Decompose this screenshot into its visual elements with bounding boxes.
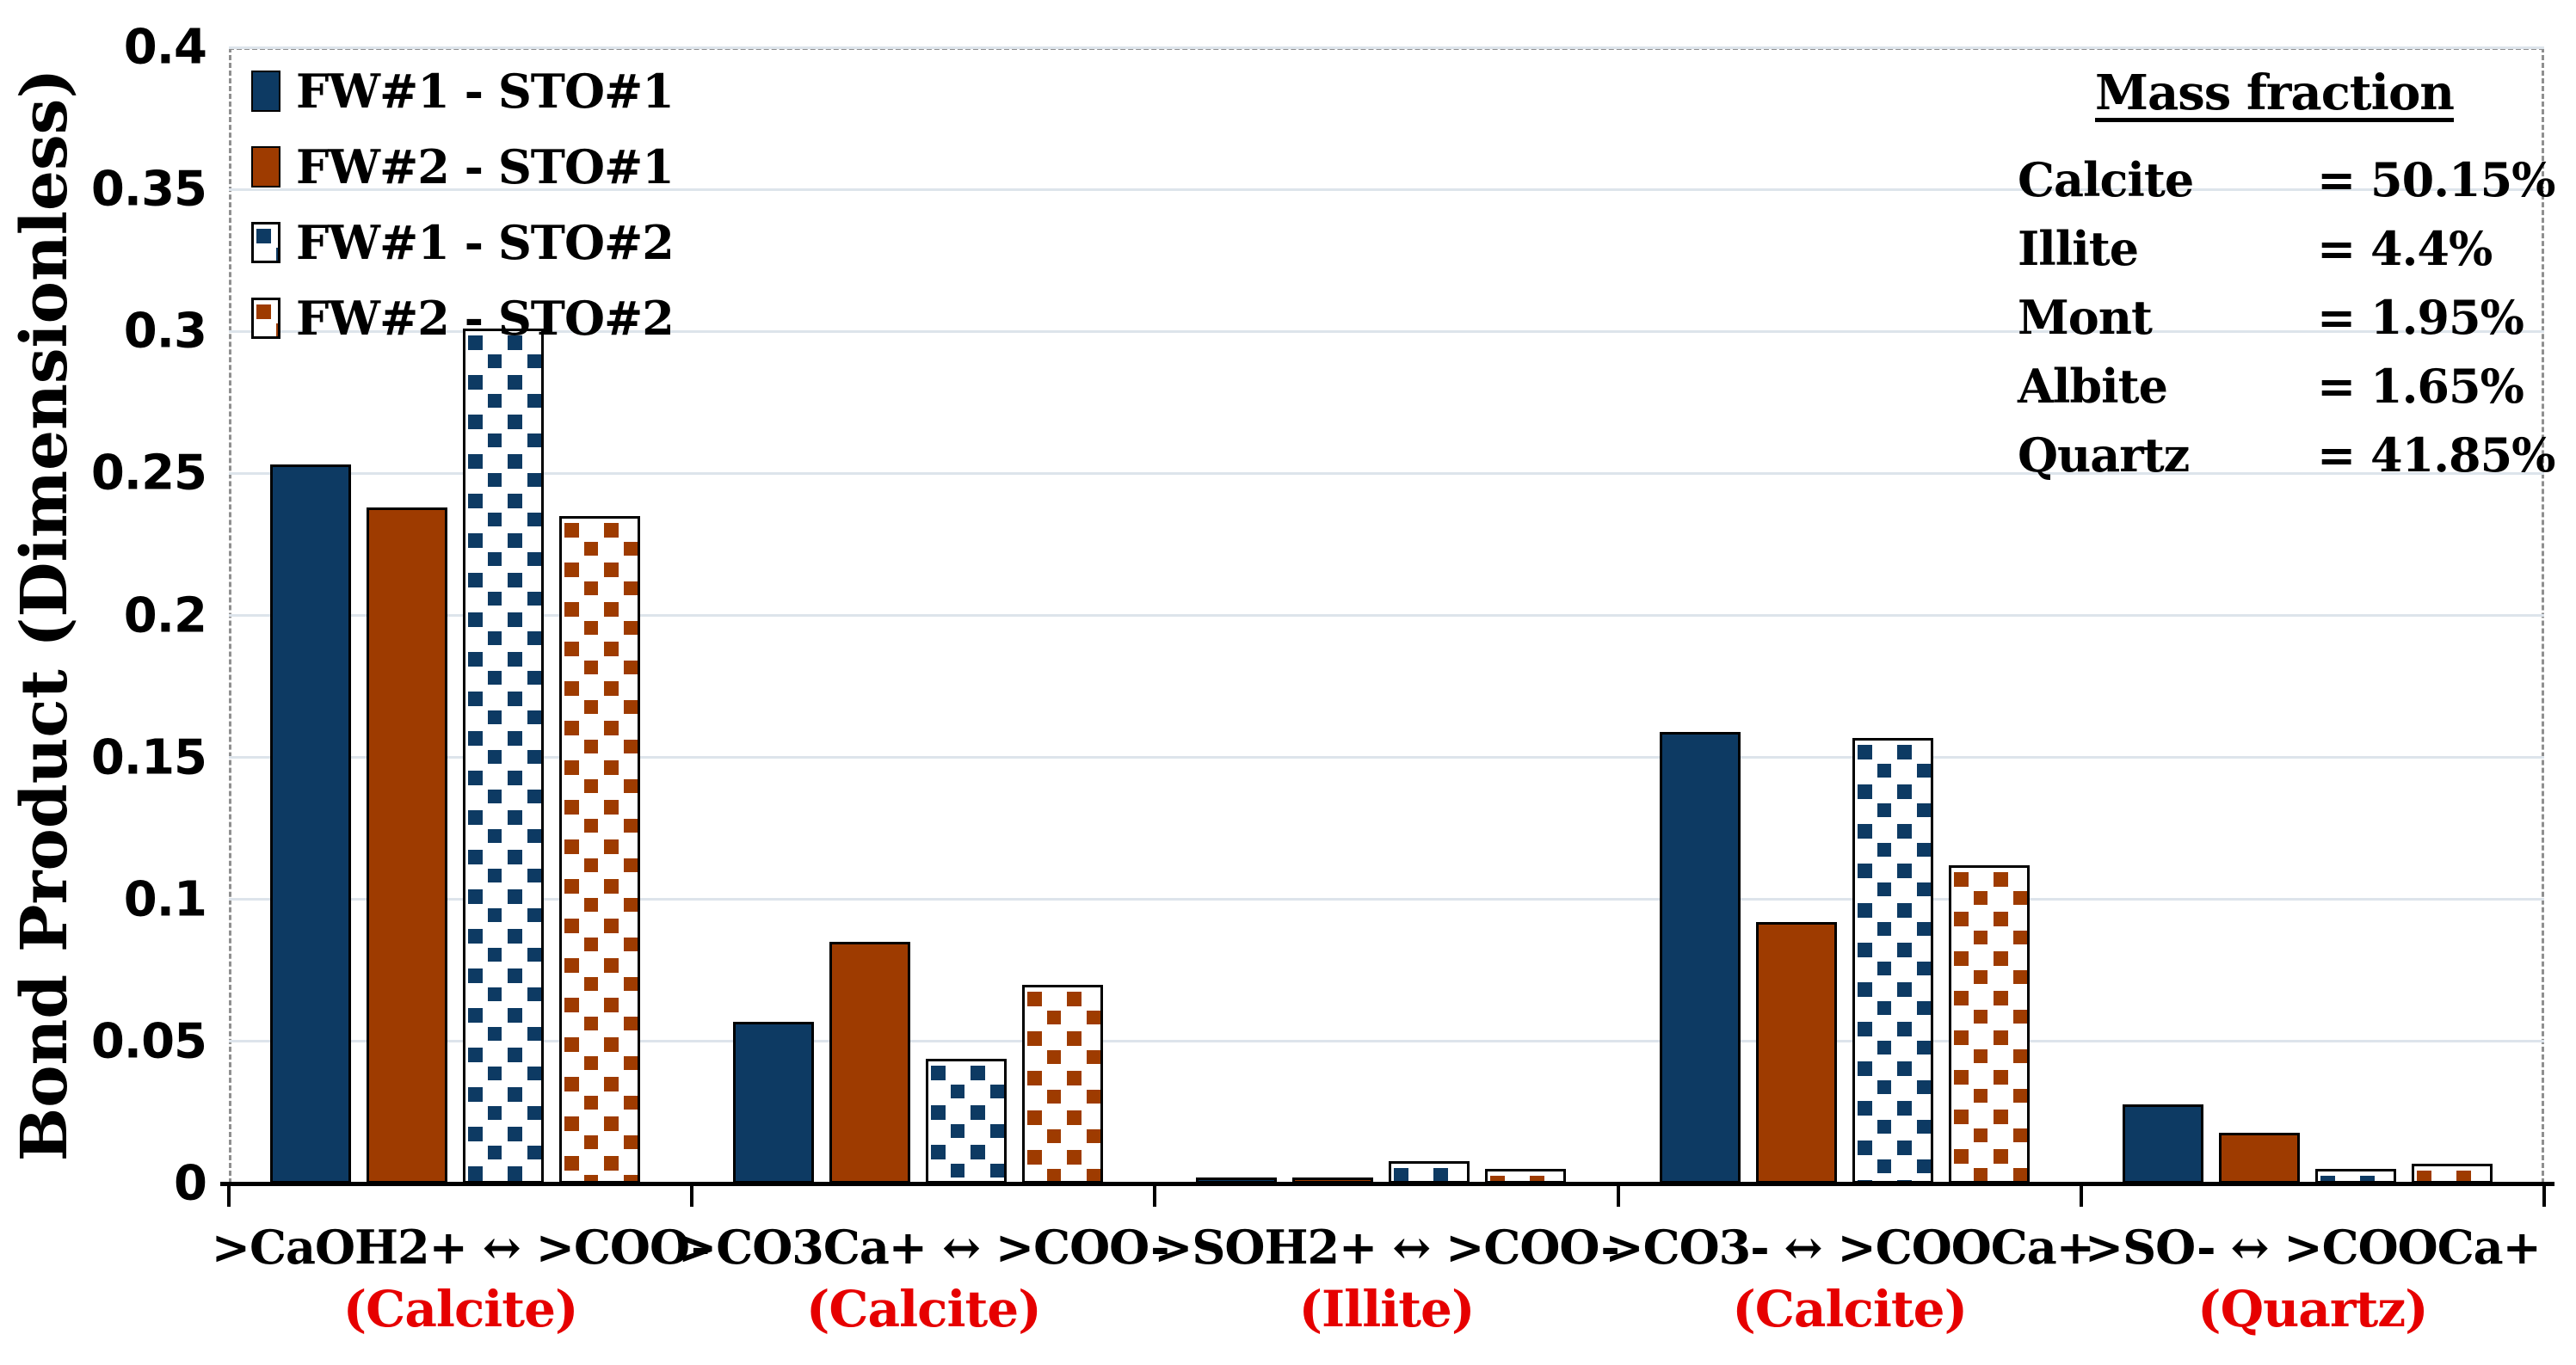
- x-category-formula: >CO3Ca+ ↔ >COO-: [678, 1220, 1170, 1275]
- bar: [367, 507, 447, 1184]
- legend-swatch-solid: [251, 71, 280, 112]
- mass-fraction-rows: Calcite = 50.15% Illite = 4.4% Mont = 1.95% Al…: [2018, 145, 2555, 489]
- x-category-formula: >SO- ↔ >COOCa+: [2084, 1220, 2542, 1275]
- x-axis-line: [220, 1182, 2554, 1186]
- legend-swatch-pattern: [251, 222, 280, 263]
- mass-fraction-row: Illite = 4.4%: [2018, 214, 2534, 283]
- mass-fraction-row: Mont = 1.95%: [2018, 283, 2534, 352]
- y-tick-label: 0.35: [90, 161, 207, 218]
- legend-label: FW#2 - STO#1: [296, 139, 675, 194]
- bar: [733, 1022, 814, 1184]
- x-axis-tick: [1617, 1186, 1620, 1207]
- mass-fraction-panel: Mass fraction Calcite = 50.15% Illite = 4.4…: [2018, 65, 2555, 489]
- y-tick-label: 0.15: [90, 729, 207, 786]
- pattern-fill: [928, 1061, 1004, 1181]
- x-category-label: >SO- ↔ >COOCa+ (Quartz): [2084, 1220, 2542, 1338]
- x-axis-tick: [690, 1186, 693, 1207]
- y-tick-label: 0: [174, 1155, 207, 1212]
- mass-fraction-mineral: Calcite: [2018, 152, 2194, 207]
- legend-entry: FW#2 - STO#2: [251, 280, 675, 356]
- gridline: [229, 46, 2544, 49]
- mass-fraction-value: = 1.65%: [2317, 359, 2524, 414]
- bar: [559, 516, 640, 1184]
- pattern-fill: [1391, 1164, 1467, 1181]
- pattern-fill: [1855, 741, 1931, 1181]
- mass-fraction-mineral: Mont: [2018, 290, 2153, 345]
- mass-fraction-value: = 41.85%: [2317, 427, 2555, 483]
- gridline: [229, 329, 2544, 333]
- gridline: [229, 188, 2544, 191]
- pattern-fill: [2414, 1166, 2490, 1181]
- x-category-label: >CO3Ca+ ↔ >COO- (Calcite): [678, 1220, 1170, 1338]
- mass-fraction-value: = 1.95%: [2317, 290, 2524, 345]
- mass-fraction-value: = 4.4%: [2317, 221, 2493, 276]
- bar: [1022, 985, 1103, 1184]
- x-category-formula: >CO3- ↔ >COOCa+: [1605, 1220, 2095, 1275]
- pattern-fill: [562, 519, 638, 1181]
- y-tick-label: 0.05: [90, 1013, 207, 1070]
- x-category-mineral: (Quartz): [2197, 1280, 2428, 1338]
- pattern-fill: [2318, 1171, 2394, 1181]
- gridline: [229, 1040, 2544, 1043]
- legend-swatch-pattern: [251, 298, 280, 339]
- pattern-fill: [1951, 868, 2027, 1181]
- bar: [1852, 738, 1933, 1184]
- x-category-formula: >SOH2+ ↔ >COO-: [1154, 1220, 1620, 1275]
- x-category-label: >SOH2+ ↔ >COO- (Illite): [1154, 1220, 1620, 1338]
- bar: [1660, 732, 1741, 1184]
- x-category-mineral: (Calcite): [805, 1280, 1042, 1338]
- x-category-label: >CO3- ↔ >COOCa+ (Calcite): [1605, 1220, 2095, 1338]
- mass-fraction-row: Quartz = 41.85%: [2018, 421, 2555, 489]
- y-tick-label: 0.4: [123, 19, 207, 76]
- bar: [270, 464, 351, 1184]
- bar: [463, 329, 544, 1184]
- legend-swatch-solid: [251, 146, 280, 188]
- legend-label: FW#2 - STO#2: [296, 291, 675, 346]
- bar: [2412, 1164, 2493, 1184]
- x-category-label: >CaOH2+ ↔ >COO- (Calcite): [211, 1220, 711, 1338]
- gridline: [229, 898, 2544, 901]
- legend-label: FW#1 - STO#1: [296, 64, 675, 119]
- pattern-fill: [1488, 1171, 1563, 1181]
- x-category-formula: >CaOH2+ ↔ >COO-: [211, 1220, 711, 1275]
- legend-label: FW#1 - STO#2: [296, 215, 675, 270]
- mass-fraction-mineral: Illite: [2018, 221, 2139, 276]
- pattern-fill: [1025, 987, 1100, 1181]
- mass-fraction-mineral: Quartz: [2018, 427, 2190, 483]
- mass-fraction-mineral: Albite: [2018, 359, 2168, 414]
- gridline: [229, 471, 2544, 475]
- legend: FW#1 - STO#1 FW#2 - STO#1 FW#1 - STO#2 FW#2…: [251, 53, 675, 356]
- gridline: [229, 614, 2544, 617]
- x-axis-tick: [2080, 1186, 2083, 1207]
- bar: [1949, 865, 2030, 1184]
- legend-entry: FW#1 - STO#2: [251, 205, 675, 280]
- x-axis-tick: [2542, 1186, 2546, 1207]
- bar: [2123, 1104, 2203, 1184]
- y-tick-label: 0.3: [123, 303, 207, 360]
- mass-fraction-title: Mass fraction: [2095, 65, 2455, 121]
- bar: [829, 942, 910, 1184]
- x-category-mineral: (Calcite): [342, 1280, 579, 1338]
- y-tick-label: 0.1: [123, 871, 207, 928]
- pattern-fill: [254, 224, 278, 261]
- legend-entry: FW#1 - STO#1: [251, 53, 675, 129]
- y-tick-label: 0.2: [123, 587, 207, 643]
- gridline: [229, 756, 2544, 759]
- bar: [926, 1059, 1007, 1184]
- bar: [1389, 1161, 1470, 1184]
- x-axis-tick: [1153, 1186, 1156, 1207]
- x-axis-tick: [227, 1186, 231, 1207]
- y-tick-label: 0.25: [90, 445, 207, 501]
- pattern-fill: [254, 300, 278, 336]
- bar: [2219, 1133, 2300, 1184]
- x-category-mineral: (Illite): [1298, 1280, 1476, 1338]
- mass-fraction-row: Albite = 1.65%: [2018, 352, 2534, 421]
- bar: [1756, 922, 1837, 1184]
- mass-fraction-value: = 50.15%: [2317, 152, 2555, 207]
- mass-fraction-row: Calcite = 50.15%: [2018, 145, 2555, 214]
- pattern-fill: [465, 331, 541, 1181]
- legend-entry: FW#2 - STO#1: [251, 129, 675, 205]
- x-category-mineral: (Calcite): [1732, 1280, 1968, 1338]
